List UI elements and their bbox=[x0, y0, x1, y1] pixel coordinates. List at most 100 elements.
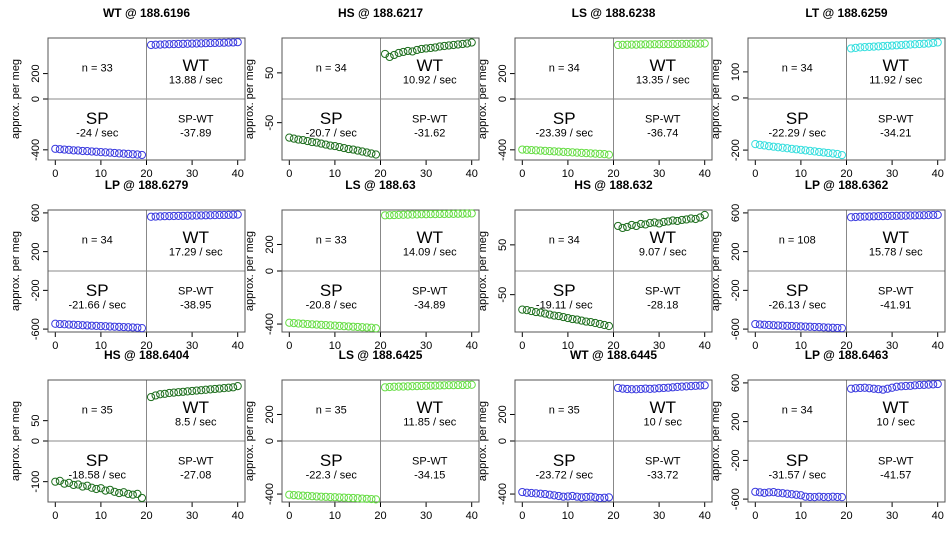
point bbox=[128, 323, 137, 332]
point bbox=[815, 492, 824, 501]
point bbox=[298, 319, 308, 328]
point bbox=[294, 491, 303, 500]
point bbox=[568, 491, 577, 501]
rate: -19.11 / sec bbox=[536, 299, 593, 311]
point bbox=[769, 488, 778, 497]
point bbox=[613, 40, 623, 50]
point bbox=[778, 321, 787, 330]
y-axis-label: approx. per meg bbox=[244, 401, 256, 481]
x-tick-label: 10 bbox=[795, 168, 807, 180]
point bbox=[595, 493, 604, 503]
point bbox=[618, 40, 627, 49]
y-tick-label: -400 bbox=[497, 139, 509, 161]
y-tick-label: -400 bbox=[30, 139, 42, 161]
x-tick-label: 30 bbox=[886, 510, 898, 522]
point bbox=[285, 490, 294, 499]
point bbox=[673, 382, 682, 391]
point bbox=[897, 211, 906, 220]
point bbox=[801, 492, 810, 501]
point bbox=[901, 211, 910, 220]
point bbox=[778, 489, 787, 498]
panel-title: HS @ 188.632 bbox=[574, 178, 653, 192]
point bbox=[627, 220, 636, 230]
point bbox=[353, 146, 362, 155]
point bbox=[591, 149, 600, 158]
point bbox=[668, 216, 677, 225]
point bbox=[215, 210, 224, 220]
point bbox=[137, 150, 147, 160]
point bbox=[527, 488, 536, 498]
point bbox=[522, 488, 531, 497]
x-tick-label: 20 bbox=[374, 510, 386, 522]
point bbox=[128, 150, 137, 159]
point bbox=[805, 492, 815, 502]
point bbox=[426, 43, 435, 53]
point bbox=[577, 148, 586, 157]
point bbox=[664, 383, 673, 392]
point bbox=[673, 39, 682, 49]
point bbox=[883, 41, 892, 50]
point bbox=[64, 478, 74, 487]
point bbox=[105, 148, 115, 157]
point bbox=[467, 38, 476, 47]
point bbox=[307, 320, 317, 329]
point bbox=[696, 213, 705, 222]
point bbox=[878, 385, 888, 394]
count: n = 33 bbox=[82, 62, 113, 74]
point bbox=[865, 212, 874, 221]
plot-frame bbox=[281, 209, 480, 333]
point bbox=[869, 212, 878, 221]
x-tick-label: 0 bbox=[52, 340, 58, 352]
point bbox=[233, 210, 242, 219]
point bbox=[550, 311, 559, 320]
point bbox=[151, 40, 160, 49]
point bbox=[449, 40, 458, 50]
quadrant-label: WT bbox=[883, 228, 909, 247]
point bbox=[105, 485, 115, 494]
point bbox=[224, 383, 233, 392]
point bbox=[686, 382, 696, 391]
plot-frame bbox=[47, 37, 246, 161]
point bbox=[837, 150, 847, 160]
point bbox=[87, 483, 96, 492]
point bbox=[165, 212, 174, 221]
point bbox=[294, 319, 303, 328]
point bbox=[399, 382, 408, 391]
point bbox=[910, 381, 920, 390]
point bbox=[828, 149, 837, 158]
point bbox=[312, 138, 321, 147]
point bbox=[151, 212, 160, 221]
point bbox=[463, 380, 472, 390]
x-tick-label: 0 bbox=[519, 510, 525, 522]
point bbox=[294, 135, 303, 144]
x-tick-label: 30 bbox=[653, 168, 665, 180]
point bbox=[792, 490, 801, 499]
point bbox=[105, 322, 115, 331]
point bbox=[924, 39, 933, 48]
quadrant-label: SP bbox=[786, 281, 809, 300]
point bbox=[632, 40, 641, 49]
point bbox=[769, 321, 778, 330]
point bbox=[371, 150, 381, 159]
point bbox=[668, 383, 677, 392]
point bbox=[390, 382, 399, 391]
point bbox=[700, 39, 709, 48]
point bbox=[783, 321, 792, 330]
point bbox=[613, 383, 623, 393]
x-tick-label: 30 bbox=[886, 168, 898, 180]
point bbox=[682, 215, 691, 224]
y-tick-label: -200 bbox=[730, 139, 742, 161]
x-tick-label: 40 bbox=[232, 510, 244, 522]
point bbox=[115, 322, 124, 331]
point bbox=[92, 321, 101, 330]
point bbox=[358, 147, 367, 156]
point bbox=[655, 40, 664, 49]
x-tick-label: 10 bbox=[795, 510, 807, 522]
point bbox=[540, 146, 550, 155]
point bbox=[380, 383, 390, 392]
rate: -26.13 / sec bbox=[769, 299, 827, 311]
point bbox=[156, 212, 165, 221]
point bbox=[412, 382, 422, 391]
point bbox=[522, 145, 531, 154]
point bbox=[124, 149, 133, 158]
